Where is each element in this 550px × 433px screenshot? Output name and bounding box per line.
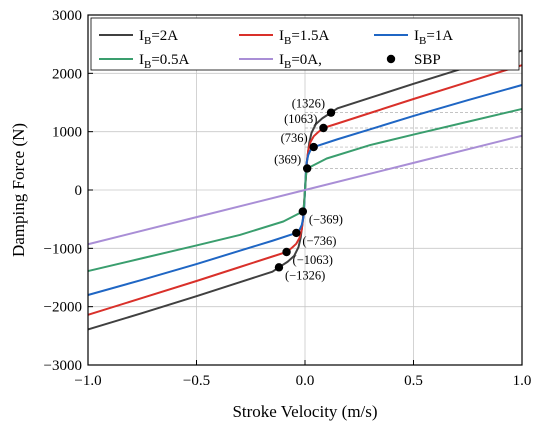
legend: IB=2A IB=1.5A IB=1A IB=0.5A IB=0A, SBP [90,17,520,71]
sbp-point [282,247,291,257]
legend-label: IB=0A, [279,52,322,71]
sbp-point [298,207,308,216]
sbp-annotation: (736) [281,131,308,145]
x-tick-label: −1.0 [74,373,101,389]
sbp-points [274,108,336,272]
y-tick-label: 3000 [52,8,82,24]
y-tick-label: −2000 [44,300,82,316]
sbp-annotation: (1063) [284,112,317,126]
y-tick-label: 1000 [52,125,82,141]
legend-label: SBP [414,52,441,68]
x-tick-label: 0.5 [404,373,423,389]
legend-label: IB=1.5A [279,28,330,47]
y-tick-label: 0 [75,183,83,199]
y-tick-label: −1000 [44,241,82,257]
reference-lines [305,112,522,169]
legend-box [90,17,520,71]
sbp-annotations: (1326)(1063) (736) (369) (−369) (−736) (−1063… [274,97,343,283]
y-tick-label: 2000 [52,66,82,82]
sbp-annotation: (−736) [302,234,336,248]
x-axis-title: Stroke Velocity (m/s) [232,402,377,421]
legend-label: IB=0.5A [139,52,190,71]
sbp-point [309,142,318,152]
x-tick-label: 1.0 [513,373,532,389]
sbp-point [274,263,284,272]
series-lines [87,49,523,331]
sbp-point [292,228,301,238]
sbp-annotation: (1326) [292,97,325,111]
x-tick-label: −0.5 [183,373,210,389]
series-line [87,134,523,246]
sbp-annotation: (−1326) [285,268,325,282]
sbp-annotation: (−369) [309,213,343,227]
legend-label: IB=2A [139,28,178,47]
sbp-point [319,123,328,133]
sbp-point [302,164,312,173]
sbp-point [326,108,336,117]
y-tick-label: −3000 [44,358,82,374]
legend-label: IB=1A [414,28,453,47]
axis-ticks: −1.0 −0.5 0.0 0.5 1.0 −3000 −2000 −1000 0 1000 200… [44,8,532,389]
sbp-annotation: (369) [274,152,301,166]
legend-sbp-marker [386,54,396,64]
x-tick-label: 0.0 [296,373,315,389]
y-axis-title: Damping Force (N) [9,123,28,257]
sbp-annotation: (−1063) [293,253,333,267]
